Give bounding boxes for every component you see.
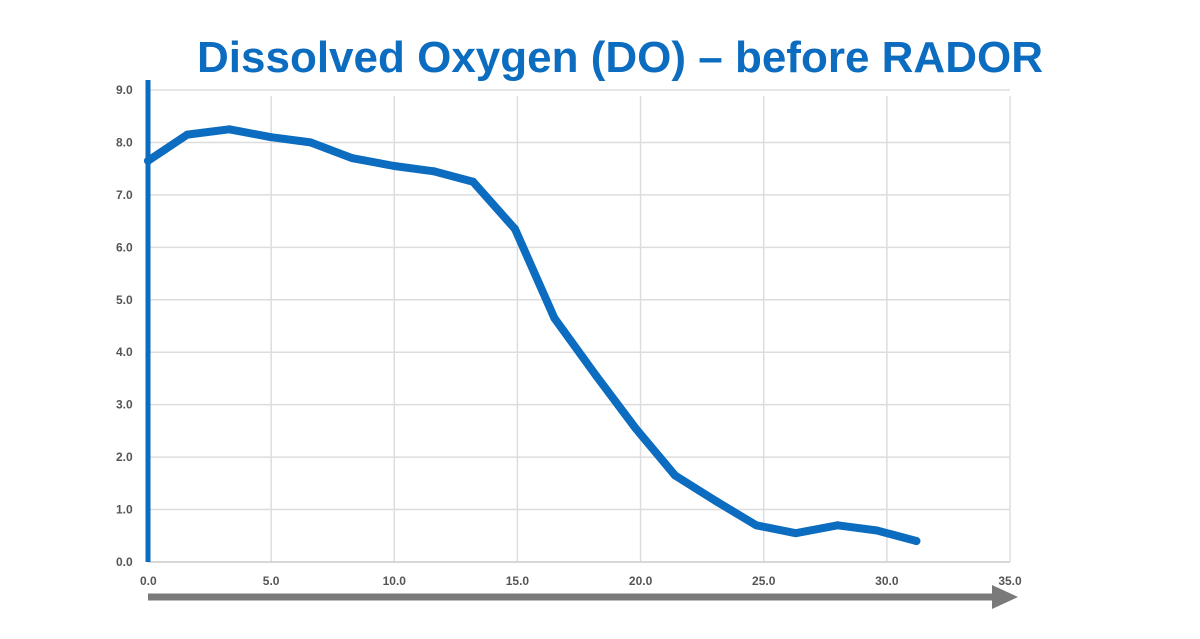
tick-labels: 0.0 1.0 2.0 3.0 4.0 5.0 6.0 7.0 8.0 9.0 0.0 5.0 10.0…	[116, 83, 1022, 588]
y-tick-label: 9.0	[116, 83, 133, 97]
y-tick-label: 4.0	[116, 345, 133, 359]
x-tick-label: 0.0	[140, 574, 157, 588]
x-tick-label: 15.0	[506, 574, 530, 588]
x-tick-label: 35.0	[998, 574, 1022, 588]
x-tick-label: 20.0	[629, 574, 653, 588]
data-point	[306, 138, 315, 147]
data-point	[183, 130, 192, 139]
chart-title: Dissolved Oxygen (DO) – before RADOR	[197, 33, 1043, 82]
y-tick-label: 7.0	[116, 188, 133, 202]
data-point	[225, 125, 234, 134]
data-point	[348, 154, 357, 163]
data-point	[510, 224, 519, 233]
data-point	[631, 424, 640, 433]
data-point	[469, 177, 478, 186]
x-axis-arrow-head	[992, 585, 1018, 609]
y-tick-label: 5.0	[116, 293, 133, 307]
data-point	[144, 156, 152, 165]
y-tick-label: 8.0	[116, 135, 133, 149]
data-point	[833, 521, 842, 530]
data-point	[671, 471, 680, 480]
x-tick-label: 5.0	[263, 574, 280, 588]
data-point	[267, 133, 276, 142]
data-point	[873, 526, 882, 535]
x-tick-label: 30.0	[875, 574, 899, 588]
y-tick-label: 0.0	[116, 555, 133, 569]
y-tick-label: 3.0	[116, 398, 133, 412]
y-tick-label: 1.0	[116, 503, 133, 517]
series	[144, 125, 921, 546]
grid	[148, 89, 1011, 562]
data-point	[550, 314, 559, 323]
data-point	[390, 162, 399, 171]
series-line-do	[144, 125, 921, 545]
data-point	[429, 167, 438, 176]
x-tick-label: 10.0	[383, 574, 407, 588]
data-point	[912, 537, 921, 546]
data-point	[791, 529, 800, 538]
data-point	[592, 371, 601, 380]
y-tick-label: 6.0	[116, 240, 133, 254]
data-point	[752, 521, 761, 530]
x-tick-label: 25.0	[752, 574, 776, 588]
data-point	[712, 497, 721, 506]
y-tick-label: 2.0	[116, 450, 133, 464]
